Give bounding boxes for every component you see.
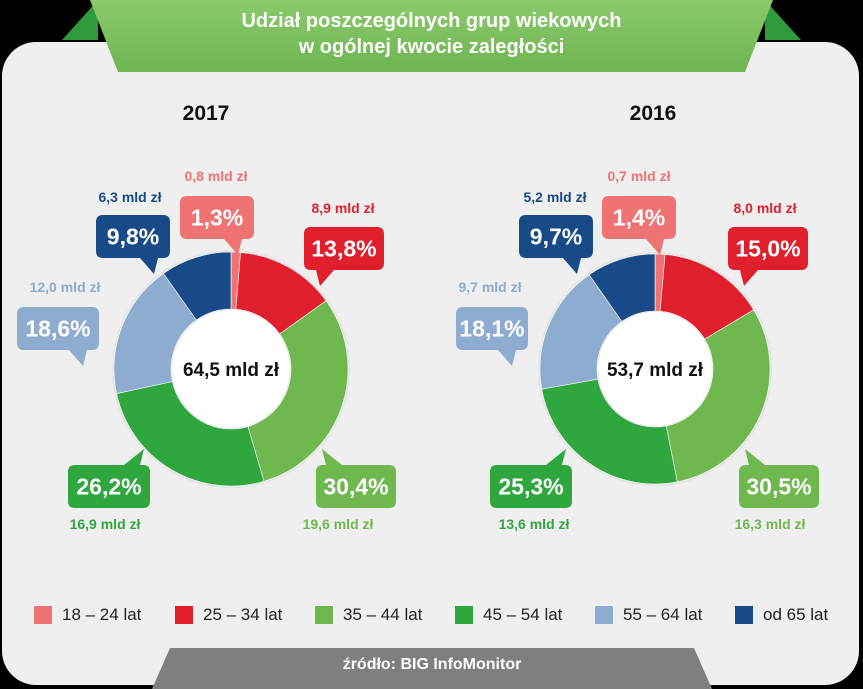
callout-bubble-2016-35-44 bbox=[739, 449, 819, 508]
legend-label-55-64: 55 – 64 lat bbox=[623, 605, 703, 624]
legend-item-18-24: 18 – 24 lat bbox=[34, 605, 141, 625]
year-label-2016: 2016 bbox=[629, 102, 677, 125]
amount-label-2016-25-34: 8,0 mld zł bbox=[733, 200, 796, 216]
callout-2017-45-54: 26,2% 16,9 mld zł bbox=[68, 449, 150, 532]
percent-label-2016-65-plus: 9,7% bbox=[530, 224, 582, 250]
callout-2017-55-64: 18,6% 12,0 mld zł bbox=[17, 279, 101, 366]
amount-label-2016-65-plus: 5,2 mld zł bbox=[523, 189, 586, 205]
callout-bubble-2017-45-54 bbox=[68, 449, 150, 508]
amount-label-2016-35-44: 16,3 mld zł bbox=[735, 516, 806, 532]
slice-2016-45-54 bbox=[541, 378, 678, 485]
callout-bubble-2016-55-64 bbox=[456, 307, 528, 366]
callout-2016-35-44: 30,5% 16,3 mld zł bbox=[735, 449, 819, 532]
slice-2016-35-44 bbox=[665, 309, 771, 483]
amount-label-2017-18-24: 0,8 mld zł bbox=[184, 168, 247, 184]
amount-label-2017-35-44: 19,6 mld zł bbox=[303, 516, 374, 532]
donut-2017-hole bbox=[172, 310, 290, 428]
legend-item-35-44: 35 – 44 lat bbox=[315, 605, 422, 625]
percent-label-2016-25-34: 15,0% bbox=[735, 236, 800, 262]
center-total-2016: 53,7 mld zł bbox=[607, 360, 704, 381]
chart-title-line-2: w ogólnej kwocie zaległości bbox=[298, 36, 565, 58]
callout-bubble-2017-65-plus bbox=[96, 215, 170, 274]
donut-2017: 64,5 mld zł bbox=[112, 250, 350, 488]
percent-label-2016-45-54: 25,3% bbox=[498, 474, 563, 500]
callout-bubble-2016-65-plus bbox=[519, 215, 593, 274]
slice-2017-55-64 bbox=[113, 273, 197, 394]
callout-2016-18-24: 1,4% 0,7 mld zł bbox=[602, 168, 676, 255]
donut-2016-hole bbox=[598, 312, 712, 426]
legend-swatch-55-64 bbox=[595, 606, 613, 624]
amount-label-2017-55-64: 12,0 mld zł bbox=[30, 279, 101, 295]
callout-bubble-2016-18-24 bbox=[602, 196, 676, 255]
amount-label-2017-25-34: 8,9 mld zł bbox=[311, 200, 374, 216]
callout-2017-65-plus: 9,8% 6,3 mld zł bbox=[96, 189, 170, 274]
legend-label-25-34: 25 – 34 lat bbox=[203, 605, 283, 624]
legend-swatch-65-plus bbox=[735, 606, 753, 624]
amount-label-2017-65-plus: 6,3 mld zł bbox=[98, 189, 161, 205]
callout-bubble-2017-55-64 bbox=[17, 307, 99, 366]
banner-fold-left bbox=[62, 0, 98, 40]
chart-title: Udział poszczególnych grup wiekowych w o… bbox=[90, 8, 773, 60]
slice-2016-65-plus bbox=[588, 253, 656, 322]
chart-title-line-1: Udział poszczególnych grup wiekowych bbox=[241, 10, 622, 32]
legend-swatch-25-34 bbox=[175, 606, 193, 624]
legend-label-35-44: 35 – 44 lat bbox=[343, 605, 423, 624]
callout-bubble-2017-25-34 bbox=[304, 227, 384, 286]
callout-bubble-2016-25-34 bbox=[728, 227, 808, 286]
legend-swatch-18-24 bbox=[34, 606, 52, 624]
percent-label-2016-55-64: 18,1% bbox=[459, 316, 524, 342]
legend-swatch-45-54 bbox=[455, 606, 473, 624]
legend-label-18-24: 18 – 24 lat bbox=[62, 605, 142, 624]
legend-item-45-54: 45 – 54 lat bbox=[455, 605, 562, 625]
legend-label-65-plus: od 65 lat bbox=[763, 605, 829, 624]
percent-label-2017-18-24: 1,3% bbox=[191, 205, 243, 231]
center-total-2017: 64,5 mld zł bbox=[183, 360, 280, 381]
banner-fold-right bbox=[765, 0, 801, 40]
percent-label-2016-35-44: 30,5% bbox=[746, 474, 811, 500]
source-tab bbox=[152, 648, 712, 689]
callout-2016-55-64: 18,1% 9,7 mld zł bbox=[456, 279, 528, 366]
slice-2017-65-plus bbox=[163, 251, 232, 321]
callout-2016-45-54: 25,3% 13,6 mld zł bbox=[490, 449, 572, 532]
legend-swatch-35-44 bbox=[315, 606, 333, 624]
amount-label-2016-55-64: 9,7 mld zł bbox=[458, 279, 521, 295]
callout-bubble-2017-35-44 bbox=[316, 449, 396, 508]
callout-2017-18-24: 1,3% 0,8 mld zł bbox=[180, 168, 254, 255]
title-banner bbox=[90, 0, 773, 72]
source-label: źródło: BIG InfoMonitor bbox=[342, 656, 522, 673]
donut-2016: 53,7 mld zł bbox=[538, 252, 772, 486]
percent-label-2017-25-34: 13,8% bbox=[311, 236, 376, 262]
legend-item-25-34: 25 – 34 lat bbox=[175, 605, 282, 625]
slice-2017-45-54 bbox=[116, 381, 265, 487]
callout-2016-25-34: 15,0% 8,0 mld zł bbox=[728, 200, 808, 286]
amount-label-2016-18-24: 0,7 mld zł bbox=[607, 168, 670, 184]
percent-label-2017-45-54: 26,2% bbox=[76, 474, 141, 500]
amount-label-2016-45-54: 13,6 mld zł bbox=[499, 516, 570, 532]
year-label-2017: 2017 bbox=[182, 102, 230, 125]
callout-2016-65-plus: 9,7% 5,2 mld zł bbox=[519, 189, 593, 274]
legend-label-45-54: 45 – 54 lat bbox=[483, 605, 563, 624]
callout-bubble-2017-18-24 bbox=[180, 196, 254, 255]
callout-bubble-2016-45-54 bbox=[490, 449, 572, 508]
callout-2017-25-34: 13,8% 8,9 mld zł bbox=[304, 200, 384, 286]
percent-label-2016-18-24: 1,4% bbox=[613, 205, 665, 231]
legend-item-55-64: 55 – 64 lat bbox=[595, 605, 702, 625]
percent-label-2017-35-44: 30,4% bbox=[323, 474, 388, 500]
legend-item-65-plus: od 65 lat bbox=[735, 605, 828, 625]
amount-label-2017-45-54: 16,9 mld zł bbox=[70, 516, 141, 532]
percent-label-2017-55-64: 18,6% bbox=[25, 316, 90, 342]
percent-label-2017-65-plus: 9,8% bbox=[107, 224, 159, 250]
slice-2017-35-44 bbox=[247, 300, 349, 482]
callout-2017-35-44: 30,4% 19,6 mld zł bbox=[303, 449, 396, 532]
